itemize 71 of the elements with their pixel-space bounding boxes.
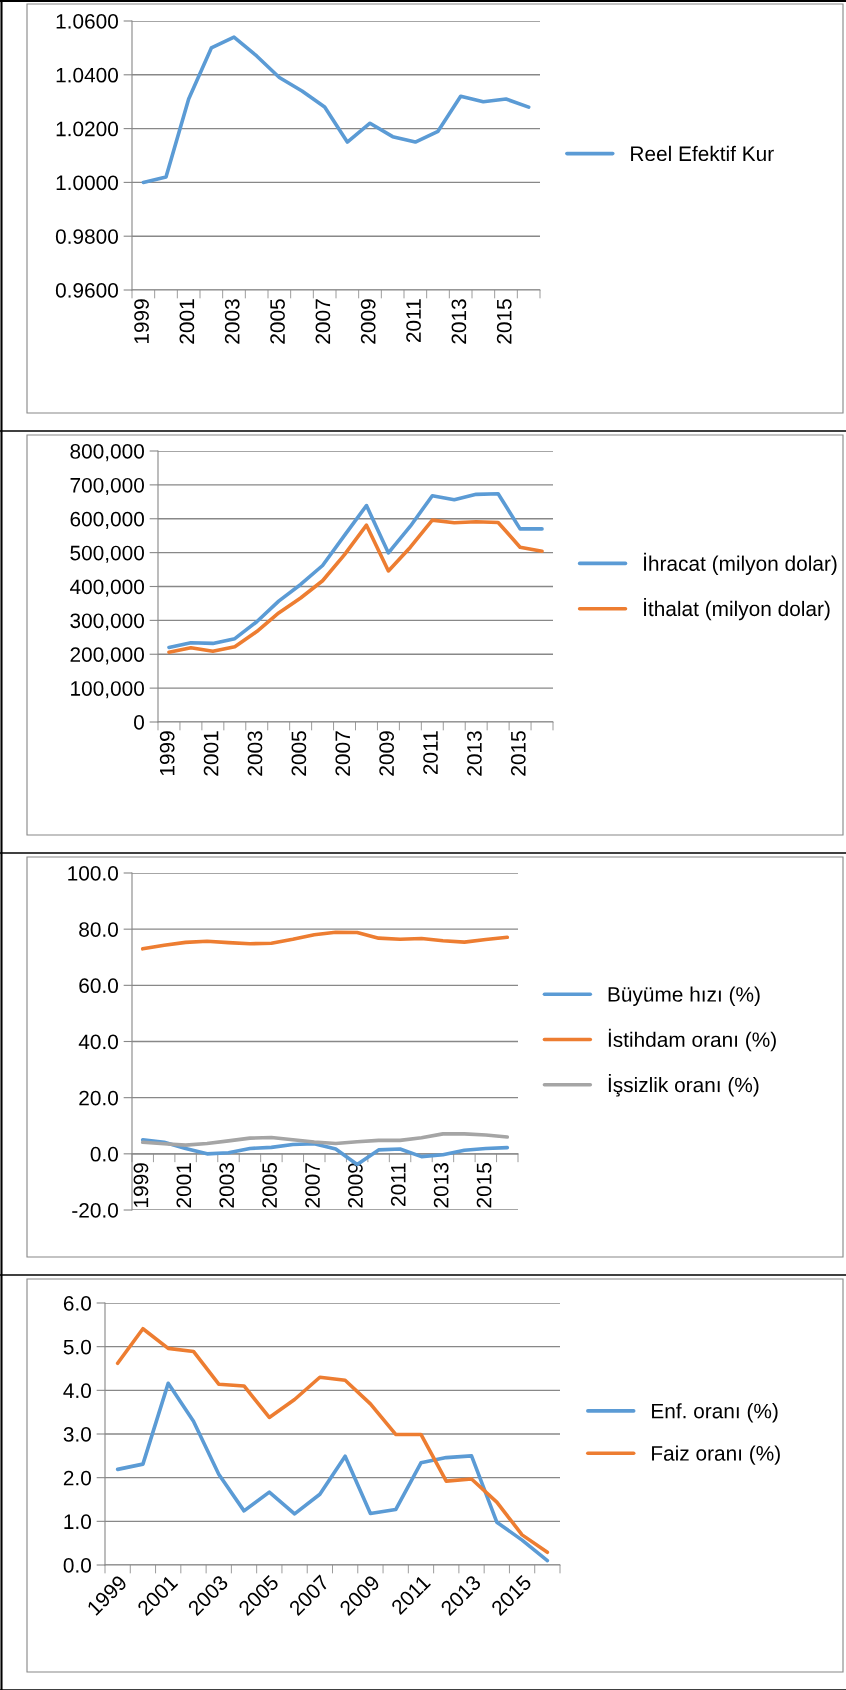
x-tick-label: 2001 xyxy=(179,299,195,344)
line-series xyxy=(140,930,510,951)
y-tick-label: 100.0 xyxy=(68,866,118,881)
y-tick-label: 1.0600 xyxy=(56,14,118,29)
x-tick-label: 2013 xyxy=(433,1163,449,1208)
y-tick-label: 200,000 xyxy=(70,647,144,665)
x-tick-label: 2011 xyxy=(423,731,438,775)
y-tick-label: 2.0 xyxy=(63,1470,91,1486)
line-series xyxy=(167,491,544,650)
legend-label: Büyüme hızı (%) xyxy=(608,986,760,1006)
x-tick-label: 2009 xyxy=(348,1163,363,1208)
y-tick-label: 800,000 xyxy=(70,444,144,462)
x-tick-label: 1999 xyxy=(134,299,149,344)
y-tick-label: 0.0 xyxy=(63,1558,91,1573)
y-tick-label: 20.0 xyxy=(79,1090,118,1106)
x-tick-label: 2009 xyxy=(360,299,376,344)
x-tick-label: 2015 xyxy=(476,1163,492,1208)
line-series xyxy=(140,1132,510,1147)
line-series xyxy=(115,1381,550,1563)
y-tick-label: 5.0 xyxy=(63,1339,91,1355)
x-tick-label: 2007 xyxy=(305,1163,320,1208)
legend-label: Reel Efektif Kur xyxy=(631,145,774,162)
y-tick-label: 0 xyxy=(134,715,144,730)
y-tick-label: -20.0 xyxy=(72,1203,118,1218)
x-tick-label: 2009 xyxy=(379,731,395,776)
y-tick-label: 1.0000 xyxy=(56,175,118,191)
line-series xyxy=(141,35,531,185)
y-tick-label: 40.0 xyxy=(78,1034,118,1050)
legend-label: İstihdam oranı (%) xyxy=(608,1028,776,1052)
x-tick-label: 2005 xyxy=(270,299,285,344)
x-tick-label: 2003 xyxy=(224,299,240,344)
x-tick-label: 2013 xyxy=(451,299,467,344)
legend-label: İşsizlik oranı (%) xyxy=(608,1074,759,1097)
y-tick-label: 3.0 xyxy=(63,1427,91,1442)
line-series xyxy=(167,518,544,655)
x-tick-label: 2011 xyxy=(390,1163,406,1206)
x-tick-label: 2007 xyxy=(335,731,351,776)
x-tick-label: 2001 xyxy=(176,1163,192,1208)
x-tick-label: 2015 xyxy=(510,731,526,776)
y-tick-label: 0.9800 xyxy=(55,229,118,244)
x-tick-label: 2003 xyxy=(219,1163,235,1208)
y-tick-label: 80.0 xyxy=(79,922,118,937)
x-tick-label: 1999 xyxy=(159,731,175,776)
legend-label: İhracat (milyon dolar) xyxy=(644,552,837,576)
x-tick-label: 2005 xyxy=(291,731,307,776)
y-tick-label: 1.0 xyxy=(64,1514,91,1530)
y-tick-label: 4.0 xyxy=(63,1383,91,1399)
x-tick-label: 2003 xyxy=(247,731,263,776)
y-tick-label: 0.0 xyxy=(90,1146,118,1162)
x-tick-label: 2001 xyxy=(203,731,219,776)
x-tick-label: 2013 xyxy=(467,731,482,776)
y-tick-label: 1.0200 xyxy=(56,121,118,137)
y-tick-label: 1.0400 xyxy=(56,67,118,83)
y-tick-label: 100,000 xyxy=(71,681,144,699)
x-tick-label: 2007 xyxy=(315,299,331,344)
x-tick-label: 1999 xyxy=(133,1163,149,1207)
line-series xyxy=(115,1326,550,1555)
y-tick-label: 400,000 xyxy=(69,579,144,597)
x-tick-label: 2011 xyxy=(406,299,421,343)
y-tick-label: 500,000 xyxy=(70,545,144,563)
legend-label: Enf. oranı (%) xyxy=(652,1403,778,1423)
y-tick-label: 700,000 xyxy=(70,477,144,496)
y-tick-label: 60.0 xyxy=(79,978,118,994)
y-tick-label: 600,000 xyxy=(70,511,144,529)
x-tick-label: 2005 xyxy=(262,1163,277,1208)
x-tick-label: 2015 xyxy=(496,299,512,344)
legend-label: İthalat (milyon dolar) xyxy=(644,597,830,621)
y-tick-label: 0.9600 xyxy=(55,283,118,298)
y-tick-label: 6.0 xyxy=(63,1296,91,1311)
legend-label: Faiz oranı (%) xyxy=(652,1445,780,1465)
y-tick-label: 300,000 xyxy=(70,613,144,631)
